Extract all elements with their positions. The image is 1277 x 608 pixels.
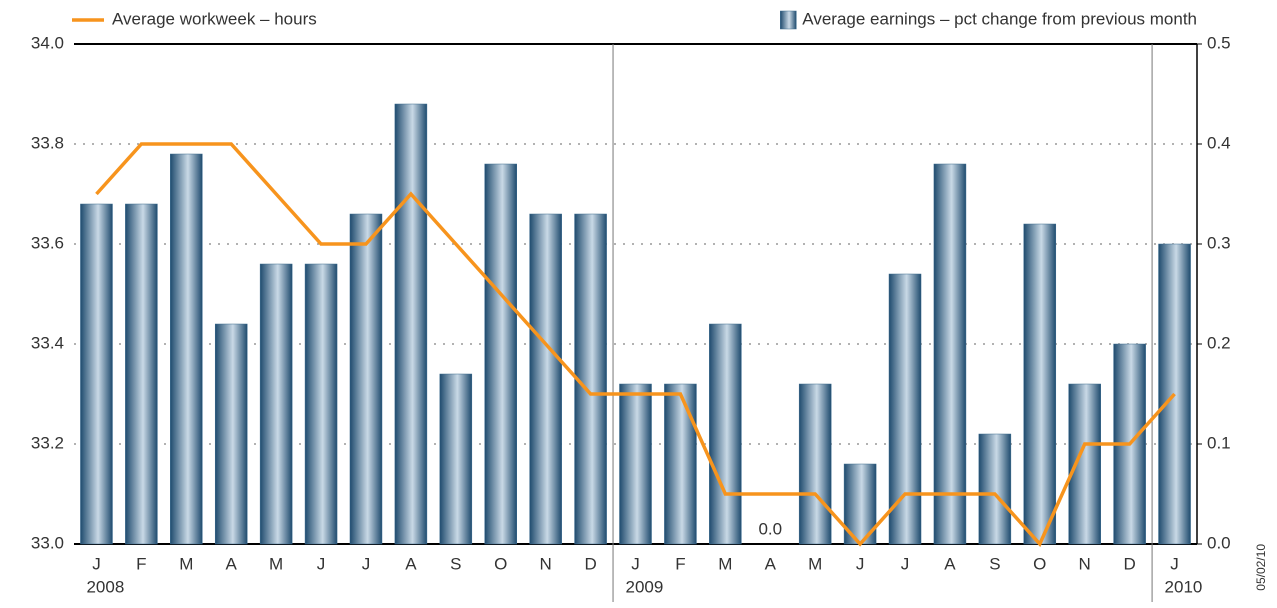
x-tick-label: M — [808, 554, 822, 573]
x-tick-label: A — [405, 554, 417, 573]
bar — [978, 433, 1012, 545]
x-tick-label: D — [584, 554, 596, 573]
bar — [798, 383, 832, 545]
y2-tick-label: 0.5 — [1207, 33, 1231, 52]
y-tick-label: 33.0 — [31, 533, 64, 552]
x-tick-label: O — [494, 554, 507, 573]
bar — [214, 323, 248, 545]
y-tick-label: 33.4 — [31, 333, 64, 352]
bar — [619, 383, 652, 545]
x-tick-label: S — [989, 554, 1000, 573]
bar — [484, 163, 517, 545]
legend-label: Average earnings – pct change from previ… — [802, 9, 1197, 28]
bar — [664, 383, 697, 545]
bar — [1068, 383, 1101, 545]
bar — [394, 103, 428, 545]
y-tick-label: 33.2 — [31, 433, 64, 452]
x-tick-label: N — [540, 554, 552, 573]
bar — [529, 213, 562, 545]
x-tick-label: D — [1123, 554, 1135, 573]
x-tick-label: J — [362, 554, 371, 573]
x-tick-label: J — [631, 554, 640, 573]
bar — [170, 153, 203, 545]
bar — [439, 373, 473, 545]
value-label: 0.0 — [758, 519, 782, 538]
year-label: 2008 — [86, 577, 124, 596]
x-tick-label: M — [718, 554, 732, 573]
y2-tick-label: 0.0 — [1207, 533, 1231, 552]
x-tick-label: J — [901, 554, 910, 573]
x-tick-label: J — [317, 554, 326, 573]
year-label: 2010 — [1165, 577, 1203, 596]
bar — [709, 323, 742, 545]
y-tick-label: 33.6 — [31, 233, 64, 252]
y2-tick-label: 0.4 — [1207, 133, 1231, 152]
legend-label: Average workweek – hours — [112, 9, 317, 28]
x-tick-label: J — [92, 554, 101, 573]
bar — [574, 213, 607, 545]
bar — [349, 213, 383, 545]
x-tick-label: F — [675, 554, 685, 573]
year-label: 2009 — [626, 577, 664, 596]
bar — [304, 263, 338, 545]
bar — [1023, 223, 1057, 545]
bar — [80, 203, 113, 545]
x-tick-label: S — [450, 554, 461, 573]
bar — [933, 163, 967, 545]
date-note: 05/02/10 — [1254, 544, 1268, 591]
x-tick-label: A — [944, 554, 956, 573]
x-tick-label: F — [136, 554, 146, 573]
y2-tick-label: 0.3 — [1207, 233, 1231, 252]
x-tick-label: O — [1033, 554, 1046, 573]
x-tick-label: M — [179, 554, 193, 573]
x-tick-label: J — [856, 554, 865, 573]
y2-tick-label: 0.2 — [1207, 333, 1231, 352]
legend-swatch — [780, 10, 797, 30]
bar — [888, 273, 922, 545]
x-tick-label: A — [226, 554, 238, 573]
bar — [125, 203, 158, 545]
x-tick-label: M — [269, 554, 283, 573]
x-tick-label: N — [1079, 554, 1091, 573]
x-tick-label: A — [765, 554, 777, 573]
bar — [259, 263, 293, 545]
y-tick-label: 34.0 — [31, 33, 64, 52]
x-tick-label: J — [1170, 554, 1179, 573]
y-tick-label: 33.8 — [31, 133, 64, 152]
y2-tick-label: 0.1 — [1207, 433, 1231, 452]
line — [95, 142, 1176, 548]
